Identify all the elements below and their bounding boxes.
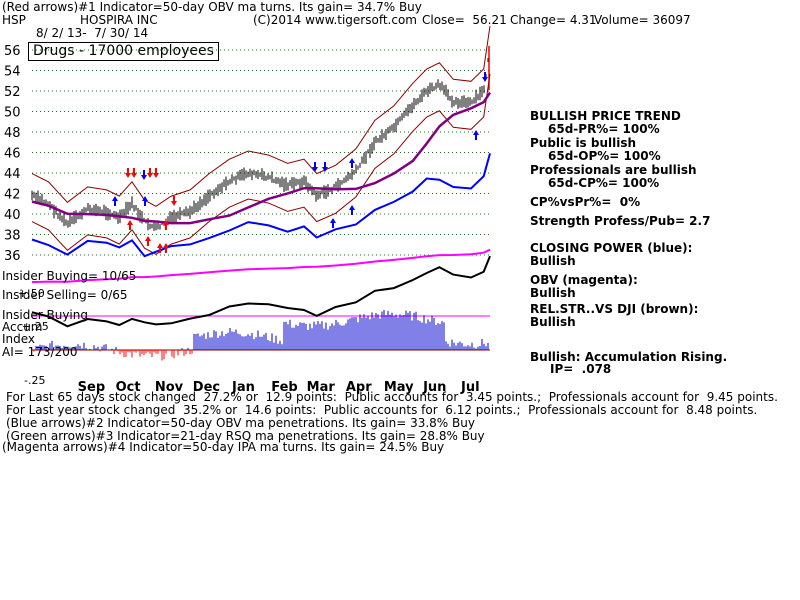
month-label: Jun bbox=[422, 380, 446, 395]
copyright: (C)2014 www.tigersoft.com bbox=[253, 13, 417, 27]
footer-last-year: For Last year stock changed 35.2% or 14.… bbox=[6, 403, 758, 417]
accum-label: Accum bbox=[2, 320, 43, 334]
trend-title: BULLISH PRICE TREND bbox=[530, 109, 681, 123]
month-label: Jan bbox=[231, 380, 255, 395]
obv-line bbox=[31, 248, 491, 284]
volume-value: Volume= 36097 bbox=[594, 13, 691, 27]
month-label: Jul bbox=[460, 380, 480, 395]
month-label: Apr bbox=[346, 380, 372, 395]
insider-buying-label: Insider Buying bbox=[2, 308, 88, 322]
price-tick-label: 40 bbox=[4, 208, 21, 223]
date-range: 8/ 2/ 13- 7/ 30/ 14 bbox=[36, 26, 149, 40]
blue-arrow bbox=[349, 158, 355, 168]
month-label: Dec bbox=[193, 380, 220, 395]
relative-strength-line bbox=[31, 255, 491, 328]
lower-band bbox=[31, 73, 491, 255]
blue-arrow bbox=[142, 196, 148, 206]
closing-power-value: Bullish bbox=[530, 254, 576, 268]
accum-status: Bullish: Accumulation Rising. bbox=[530, 350, 728, 364]
red-arrow bbox=[163, 243, 169, 253]
relstr-label: REL.STR..VS DJI (brown): bbox=[530, 302, 699, 316]
month-label: Feb bbox=[271, 380, 297, 395]
footer-green-arrows: (Green arrows)#3 Indicator=21-day RSQ ma… bbox=[6, 429, 485, 443]
red-arrow bbox=[157, 243, 163, 253]
month-label: Nov bbox=[155, 380, 184, 395]
red-arrow bbox=[171, 196, 177, 206]
footer-magenta-arrows: (Magenta arrows)#4 Indicator=50-day IPA … bbox=[2, 440, 445, 454]
relstr-value: Bullish bbox=[530, 315, 576, 329]
ticker-symbol: HSP bbox=[2, 13, 26, 27]
price-tick-label: 38 bbox=[4, 229, 21, 244]
sector-box: Drugs - 17000 employees bbox=[28, 42, 219, 61]
price-tick-label: 52 bbox=[4, 85, 21, 100]
blue-arrow bbox=[482, 72, 488, 82]
ip-value: IP= .078 bbox=[550, 362, 612, 376]
footer-blue-arrows: (Blue arrows)#2 Indicator=50-day OBV ma … bbox=[6, 416, 475, 430]
red-arrow bbox=[127, 220, 133, 230]
accum-tick-label: +.25 bbox=[22, 320, 49, 333]
red-arrow bbox=[153, 168, 159, 178]
closing-power-line bbox=[31, 153, 491, 258]
blue-arrow bbox=[330, 218, 336, 228]
insider-buying-count: Insider Buying= 10/65 bbox=[2, 269, 137, 283]
month-label: Sep bbox=[78, 380, 106, 395]
header-indicator-line: (Red arrows)#1 Indicator=50-day OBV ma t… bbox=[2, 0, 422, 14]
blue-arrow bbox=[473, 130, 479, 140]
red-arrow bbox=[125, 168, 131, 178]
red-arrow bbox=[147, 168, 153, 178]
public-title: Public is bullish bbox=[530, 136, 637, 150]
blue-arrow bbox=[141, 170, 147, 180]
strength-value: Strength Profess/Pub= 2.7 bbox=[530, 214, 711, 228]
pr-value: 65d-PR%= 100% bbox=[548, 122, 660, 136]
obv-value: Bullish bbox=[530, 286, 576, 300]
blue-arrow bbox=[349, 205, 355, 215]
price-tick-label: 36 bbox=[4, 249, 21, 264]
price-tick-label: 50 bbox=[4, 106, 21, 121]
month-label: May bbox=[384, 380, 414, 395]
red-arrow bbox=[163, 220, 169, 230]
insider-selling-count: Insider Selling= 0/65 bbox=[2, 288, 128, 302]
blue-arrow bbox=[112, 196, 118, 206]
ai-value: AI= 173/200 bbox=[2, 345, 78, 359]
price-tick-label: 46 bbox=[4, 147, 21, 162]
red-arrow bbox=[145, 236, 151, 246]
price-tick-label: 42 bbox=[4, 188, 21, 203]
price-tick-label: 44 bbox=[4, 167, 21, 182]
accum-tick-label: +.50 bbox=[18, 287, 45, 300]
change-value: Change= 4.31 bbox=[510, 13, 597, 27]
company-name: HOSPIRA INC bbox=[80, 13, 158, 27]
blue-arrow bbox=[322, 162, 328, 172]
close-price: Close= 56.21 bbox=[422, 13, 507, 27]
blue-arrow bbox=[312, 162, 318, 172]
price-tick-label: 54 bbox=[4, 65, 21, 80]
month-label: Mar bbox=[307, 380, 336, 395]
price-tick-label: 56 bbox=[4, 44, 21, 59]
closing-power-label: CLOSING POWER (blue): bbox=[530, 241, 693, 255]
cp-value: 65d-CP%= 100% bbox=[548, 176, 660, 190]
accum-tick-label: -.25 bbox=[24, 374, 45, 387]
index-label: Index bbox=[2, 332, 36, 346]
month-label: Oct bbox=[116, 380, 141, 395]
moving-average-line bbox=[31, 91, 492, 225]
op-value: 65d-OP%= 100% bbox=[548, 149, 661, 163]
cp-vs-pr: CP%vsPr%= 0% bbox=[530, 195, 641, 209]
footer-65-days: For Last 65 days stock changed 27.2% or … bbox=[6, 390, 778, 404]
price-tick-label: 48 bbox=[4, 126, 21, 141]
upper-band bbox=[31, 25, 491, 207]
obv-label: OBV (magenta): bbox=[530, 273, 638, 287]
red-arrow bbox=[131, 168, 137, 178]
prof-title: Professionals are bullish bbox=[530, 163, 697, 177]
